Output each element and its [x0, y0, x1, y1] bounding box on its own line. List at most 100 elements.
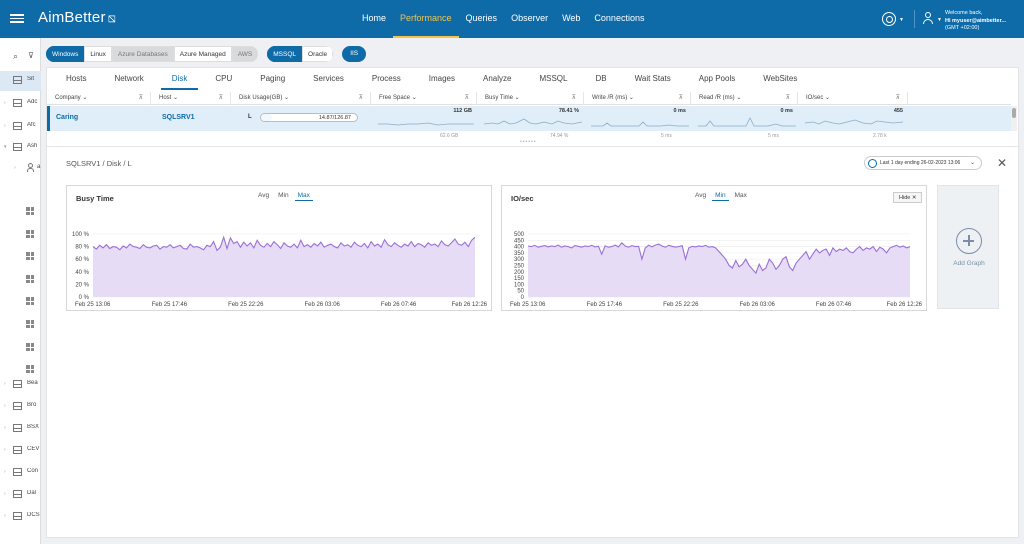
sidebar-item[interactable]: › CEV — [0, 441, 41, 461]
sidebar-item[interactable] — [0, 292, 41, 312]
tab-services[interactable]: Services — [313, 74, 344, 83]
chevron-right-icon[interactable]: › — [4, 513, 6, 519]
close-icon[interactable]: ✕ — [997, 156, 1008, 170]
nav-web[interactable]: Web — [562, 13, 581, 23]
sidebar-item[interactable] — [0, 360, 41, 380]
chevron-right-icon[interactable]: › — [4, 447, 6, 453]
sidebar-item[interactable] — [0, 338, 41, 358]
mode-min[interactable]: Min — [278, 192, 289, 199]
user-icon[interactable] — [922, 12, 934, 26]
sidebar-item[interactable]: › Bea — [0, 375, 41, 395]
column-header-host[interactable]: Host ⌄ ⊼ — [151, 92, 231, 105]
tab-network[interactable]: Network — [114, 74, 144, 83]
sort-chevron-icon[interactable]: ⌄ — [823, 95, 831, 101]
tab-images[interactable]: Images — [428, 74, 455, 83]
pin-icon[interactable]: ⊼ — [138, 95, 143, 101]
filter-icon[interactable]: ⊽ — [28, 51, 34, 60]
sort-chevron-icon[interactable]: ⌄ — [282, 95, 290, 101]
chevron-right-icon[interactable]: › — [4, 425, 6, 431]
tab-paging[interactable]: Paging — [260, 74, 286, 83]
tab-analyze[interactable]: Analyze — [483, 74, 512, 83]
sidebar-item[interactable]: › Adc — [0, 94, 41, 114]
sort-chevron-icon[interactable]: ⌄ — [80, 95, 88, 101]
pin-icon[interactable]: ⊼ — [218, 95, 223, 101]
column-header-free-space[interactable]: Free Space ⌄ ⊼ — [371, 92, 477, 105]
pin-icon[interactable]: ⊼ — [895, 95, 900, 101]
sort-chevron-icon[interactable]: ⌄ — [734, 95, 742, 101]
column-header-busy-time[interactable]: Busy Time ⌄ ⊼ — [477, 92, 584, 105]
sidebar-item[interactable]: › Afc — [0, 117, 41, 137]
column-header-io-sec[interactable]: IO/sec ⌄ ⊼ — [798, 92, 908, 105]
nav-connections[interactable]: Connections — [594, 13, 645, 23]
sidebar-item[interactable]: ▾ Ash — [0, 138, 41, 158]
pin-icon[interactable]: ⊼ — [571, 95, 576, 101]
filter-azure-managed[interactable]: Azure Managed — [173, 46, 232, 62]
pin-icon[interactable]: ⊼ — [358, 95, 363, 101]
series-line[interactable] — [92, 235, 476, 252]
filter-windows[interactable]: Windows — [46, 46, 85, 62]
sidebar-item[interactable] — [0, 225, 41, 245]
sidebar-item[interactable] — [0, 202, 41, 222]
filter-azure-databases[interactable]: Azure Databases — [111, 46, 174, 62]
tab-app-pools[interactable]: App Pools — [698, 74, 736, 83]
sidebar-item[interactable]: › Con — [0, 463, 41, 483]
column-header-read-r-ms[interactable]: Read /R (ms) ⌄ ⊼ — [691, 92, 798, 105]
chevron-right-icon[interactable]: › — [4, 123, 6, 129]
sidebar-item[interactable] — [0, 247, 41, 267]
sidebar-item[interactable]: › Bro — [0, 397, 41, 417]
sidebar-item[interactable] — [0, 270, 41, 290]
column-header-write-r-ms[interactable]: Write /R (ms) ⌄ ⊼ — [584, 92, 691, 105]
tab-disk[interactable]: Disk — [160, 68, 199, 90]
pin-icon[interactable]: ⊼ — [678, 95, 683, 101]
sidebar-item[interactable]: › a — [0, 159, 41, 179]
iis-filter[interactable]: IIS — [342, 46, 367, 62]
table-scrollbar[interactable] — [1011, 106, 1017, 131]
sidebar-item[interactable] — [0, 315, 41, 335]
filter-aws[interactable]: AWS — [231, 46, 259, 62]
settings-icon[interactable] — [882, 12, 896, 26]
mode-max[interactable]: Max — [734, 192, 747, 199]
chevron-right-icon[interactable]: › — [14, 165, 16, 171]
tab-cpu[interactable]: CPU — [215, 74, 233, 83]
mode-min[interactable]: Min — [712, 191, 729, 201]
chevron-right-icon[interactable]: › — [4, 381, 6, 387]
hide-button[interactable]: Hide ✕ — [893, 192, 923, 203]
tab-process[interactable]: Process — [371, 74, 401, 83]
sort-chevron-icon[interactable]: ⌄ — [513, 95, 520, 101]
nav-observer[interactable]: Observer — [511, 13, 549, 23]
sidebar-item[interactable]: Sit — [0, 71, 41, 91]
nav-home[interactable]: Home — [362, 13, 387, 23]
tab-wait-stats[interactable]: Wait Stats — [634, 74, 671, 83]
column-header-disk-usage-gb[interactable]: Disk Usage(GB) ⌄ ⊼ — [231, 92, 371, 105]
sidebar-item[interactable]: › DCS — [0, 507, 41, 527]
mode-avg[interactable]: Avg — [695, 192, 707, 199]
chevron-right-icon[interactable]: › — [4, 491, 6, 497]
tab-mssql[interactable]: MSSQL — [539, 74, 568, 83]
menu-toggle-icon[interactable] — [10, 12, 24, 26]
mode-max[interactable]: Max — [294, 191, 313, 201]
sort-chevron-icon[interactable]: ⌄ — [627, 95, 634, 101]
user-caret-icon[interactable]: ▼ — [937, 17, 942, 23]
add-graph-button[interactable]: Add Graph — [937, 185, 999, 309]
tab-websites[interactable]: WebSites — [763, 74, 798, 83]
filter-oracle[interactable]: Oracle — [302, 46, 334, 62]
resize-grip[interactable]: •••••• — [520, 139, 537, 145]
pin-icon[interactable]: ⊼ — [785, 95, 790, 101]
time-range-picker[interactable]: Last 1 day ending 26-02-2023 13:06 ⌄ — [864, 156, 982, 170]
filter-mssql[interactable]: MSSQL — [267, 46, 303, 62]
nav-performance[interactable]: Performance — [393, 0, 459, 38]
nav-queries[interactable]: Queries — [465, 13, 498, 23]
sidebar-item[interactable]: › BSX — [0, 419, 41, 439]
table-row[interactable]: Caring SQLSRV1 L 14.87/126.87 112 GB 78.… — [47, 106, 1011, 131]
mode-avg[interactable]: Avg — [258, 192, 270, 199]
settings-caret-icon[interactable]: ▼ — [899, 17, 904, 23]
filter-linux[interactable]: Linux — [84, 46, 112, 62]
sort-chevron-icon[interactable]: ⌄ — [410, 95, 417, 101]
sidebar-item[interactable]: › Dal — [0, 485, 41, 505]
series-line[interactable] — [527, 241, 911, 275]
chevron-right-icon[interactable]: › — [4, 469, 6, 475]
pin-icon[interactable]: ⊼ — [464, 95, 469, 101]
sort-chevron-icon[interactable]: ⌄ — [171, 95, 179, 101]
welcome-block[interactable]: Welcome back, Hi myuser@aimbetter... (GM… — [945, 10, 1006, 33]
chevron-right-icon[interactable]: › — [4, 403, 6, 409]
